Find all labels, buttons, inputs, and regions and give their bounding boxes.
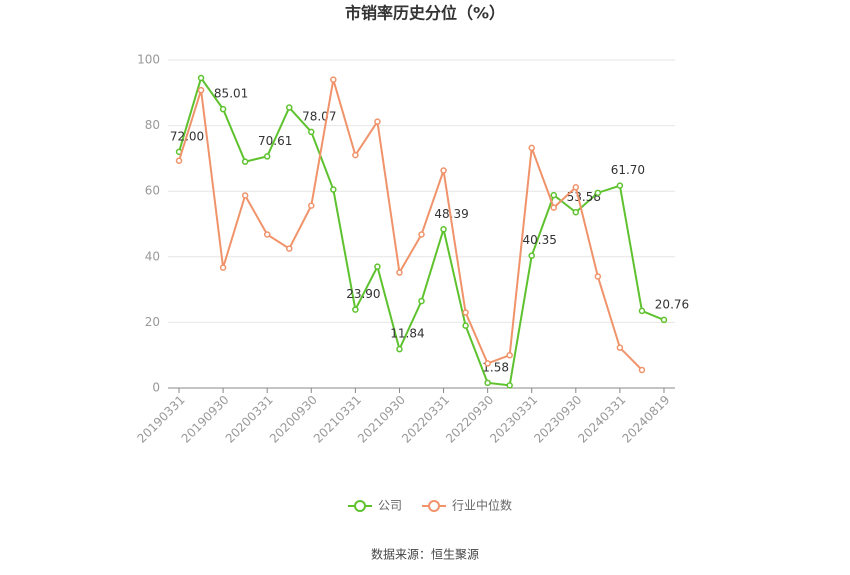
point: [572, 209, 580, 216]
legend-marker: [428, 500, 441, 512]
point: [330, 186, 337, 193]
point: [175, 157, 183, 164]
point: [197, 86, 205, 94]
point: [396, 269, 403, 276]
chart-title: 市销率历史分位（%）: [345, 4, 505, 23]
y-tick-label: 0: [152, 381, 160, 395]
data-label: 40.35: [523, 233, 557, 247]
data-label: 53.58: [567, 190, 601, 204]
point: [528, 252, 535, 259]
point: [462, 322, 469, 329]
y-tick-label: 40: [145, 249, 160, 263]
y-tick-label: 100: [137, 53, 160, 67]
point: [308, 202, 315, 209]
point: [308, 128, 315, 136]
point: [352, 306, 359, 313]
point: [616, 344, 624, 351]
data-label: 85.01: [214, 87, 248, 101]
data-label: 23.90: [346, 287, 380, 301]
legend-marker: [354, 500, 366, 512]
point: [440, 167, 447, 174]
data-label: 61.70: [611, 163, 645, 177]
point: [285, 104, 293, 111]
legend-label: 行业中位数: [452, 498, 512, 513]
point: [506, 351, 513, 359]
point: [550, 204, 558, 211]
point: [506, 382, 513, 389]
y-tick-label: 60: [145, 184, 160, 198]
legend-label: 公司: [378, 499, 402, 513]
point: [352, 151, 359, 159]
point: [263, 153, 271, 160]
point: [594, 273, 602, 280]
point: [219, 105, 227, 113]
source: 数据来源：恒生聚源: [371, 547, 479, 562]
x-tick-label: 20240819: [619, 393, 672, 446]
point: [484, 379, 491, 387]
point: [396, 345, 403, 353]
data-label: 48.39: [434, 207, 468, 221]
point: [197, 74, 205, 82]
point: [462, 309, 469, 316]
point: [616, 182, 624, 189]
y-tick-label: 20: [145, 315, 160, 329]
point: [418, 297, 425, 305]
data-label: 70.61: [258, 134, 292, 148]
point: [484, 360, 491, 367]
point: [330, 76, 337, 83]
point: [594, 189, 602, 197]
point: [374, 118, 381, 125]
point: [241, 158, 249, 165]
series-line: [178, 79, 643, 371]
point: [528, 144, 535, 152]
point: [440, 226, 447, 233]
point: [660, 316, 668, 324]
y-tick-label: 80: [145, 118, 160, 132]
point: [241, 192, 249, 199]
point: [638, 307, 646, 315]
point: [572, 184, 580, 191]
point: [550, 191, 558, 199]
point: [219, 264, 227, 271]
point: [418, 231, 425, 238]
data-label: 20.76: [655, 297, 689, 311]
point: [374, 263, 381, 270]
point: [263, 231, 271, 238]
point: [638, 366, 646, 374]
point: [285, 245, 293, 252]
data-label: 11.84: [390, 327, 424, 341]
data-label: 78.07: [302, 109, 336, 123]
